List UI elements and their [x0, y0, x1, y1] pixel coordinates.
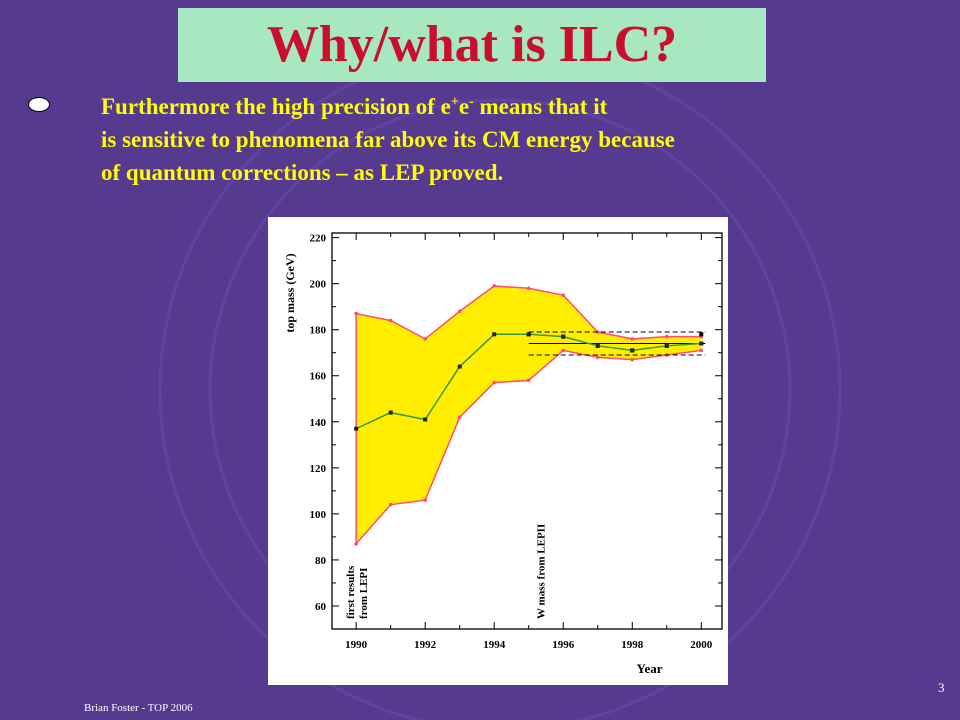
top-mass-chart: 60 80 100 120 140 160 180 200 220 1990 1992 1994 199… — [283, 232, 723, 676]
central-point — [561, 334, 566, 339]
x-tick-label: 1998 — [621, 639, 644, 651]
y-tick-label: 120 — [310, 463, 327, 475]
lower-point — [595, 355, 600, 360]
central-point — [492, 332, 497, 337]
upper-point — [630, 337, 635, 341]
central-line — [354, 332, 704, 431]
annotation-w-mass: W mass from LEPII — [536, 524, 548, 619]
upper-point — [354, 311, 358, 316]
upper-point — [664, 334, 669, 339]
annotation-first-results-line1: first results — [345, 565, 357, 619]
upper-point — [457, 309, 462, 314]
upper-point — [388, 318, 393, 323]
w-band-point — [699, 332, 704, 337]
y-tick-label: 80 — [315, 555, 327, 567]
lower-point — [699, 348, 704, 353]
central-point — [388, 410, 393, 415]
slide-title: Why/what is ILC? — [266, 16, 678, 73]
uncertainty-band — [354, 284, 704, 546]
central-point — [354, 426, 359, 431]
lower-point — [354, 542, 358, 546]
central-point — [630, 348, 635, 353]
footer-author: Brian Foster - TOP 2006 — [84, 702, 193, 714]
lower-point — [492, 380, 497, 385]
x-axis-label: Year — [637, 661, 663, 676]
central-point — [423, 417, 428, 422]
x-tick-label: 1990 — [345, 639, 368, 651]
upper-point — [561, 293, 566, 297]
y-tick-label: 60 — [315, 601, 327, 613]
lower-point — [630, 357, 635, 362]
plot-frame — [331, 232, 723, 630]
central-point — [526, 332, 531, 337]
upper-point — [595, 330, 600, 334]
bullet-line-3: of quantum corrections – as LEP proved. — [101, 160, 504, 185]
lower-point — [388, 502, 393, 507]
bullet-line-1: Furthermore the high precision of e+e- m… — [101, 94, 608, 119]
y-tick-label: 180 — [310, 325, 327, 337]
lower-point — [423, 498, 427, 502]
central-point — [457, 364, 462, 369]
annotation-first-results-line2: from LEPI — [358, 568, 370, 619]
bullet-text: Furthermore the high precision of e+e- m… — [101, 90, 921, 189]
bullet-icon — [28, 97, 50, 112]
lower-point — [457, 415, 462, 419]
x-tick-label: 1996 — [552, 639, 575, 651]
y-tick-label: 200 — [310, 279, 327, 291]
page-number: 3 — [938, 680, 945, 695]
chart-panel: 60 80 100 120 140 160 180 200 220 1990 1992 1994 199… — [268, 217, 728, 685]
upper-point — [526, 286, 531, 291]
central-point — [699, 341, 704, 346]
upper-point — [492, 284, 497, 288]
band-fill — [356, 285, 702, 544]
central-point — [595, 343, 600, 348]
axis-ticks: 60 80 100 120 140 160 180 200 220 1990 1992 1994 199… — [310, 233, 722, 651]
y-tick-label: 140 — [310, 417, 327, 429]
upper-point — [423, 337, 427, 341]
y-tick-label: 220 — [310, 233, 327, 245]
y-tick-label: 160 — [310, 371, 327, 383]
title-banner: Why/what is ILC? — [178, 8, 766, 82]
y-axis-label: top mass (GeV) — [283, 253, 297, 332]
y-tick-label: 100 — [310, 509, 327, 521]
lower-point — [561, 348, 566, 353]
central-point — [664, 343, 669, 348]
x-tick-label: 1994 — [483, 639, 506, 651]
x-tick-label: 2000 — [690, 639, 713, 651]
lower-point — [526, 378, 531, 383]
bullet-line-2: is sensitive to phenomena far above its … — [101, 127, 675, 152]
x-tick-label: 1992 — [414, 639, 437, 651]
